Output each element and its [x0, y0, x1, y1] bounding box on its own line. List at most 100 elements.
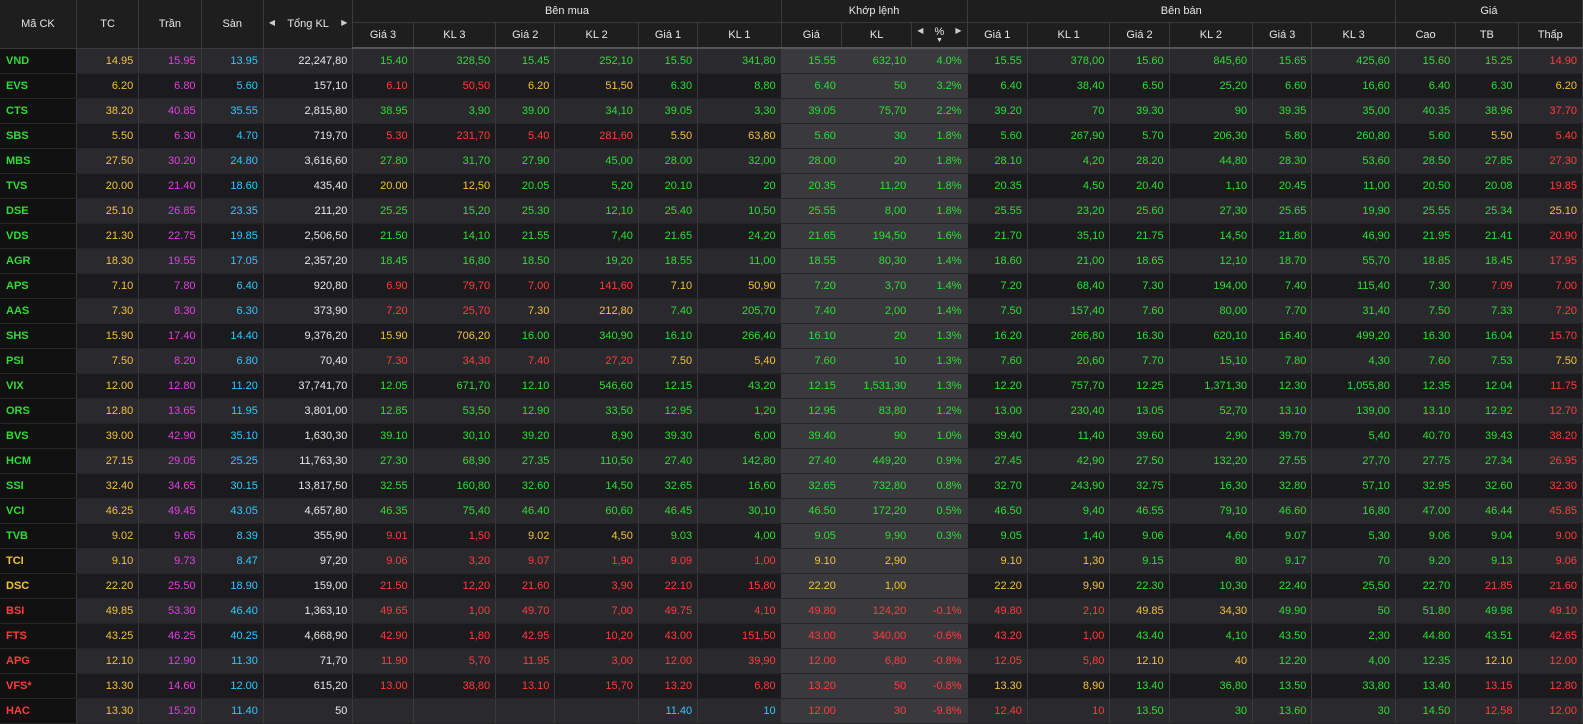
col-tran[interactable]: Trần [138, 0, 202, 49]
symbol-cell[interactable]: SSI [0, 473, 77, 499]
symbol-cell[interactable]: APG [0, 648, 77, 674]
buy-price1-cell: 12.95 [638, 398, 699, 424]
table-row[interactable]: DSC 22.20 25.50 18.90 159,00 21.50 12,20 21.60 3… [0, 573, 1583, 599]
table-row[interactable]: VIX 12.00 12.80 11.20 37,741,70 12.05 671,70 12… [0, 373, 1583, 399]
symbol-cell[interactable]: TVB [0, 523, 77, 549]
table-row[interactable]: VCI 46.25 49.45 43.05 4,657,80 46.35 75,40 46.4… [0, 498, 1583, 524]
buy-vol3-cell: 328,50 [413, 48, 497, 74]
col-tb[interactable]: TB [1455, 22, 1519, 49]
col-buy-kl1[interactable]: KL 1 [697, 22, 782, 49]
symbol-cell[interactable]: DSE [0, 198, 77, 224]
col-san[interactable]: Sàn [201, 0, 264, 49]
col-match-kl[interactable]: KL [841, 22, 913, 49]
symbol-cell[interactable]: EVS [0, 73, 77, 99]
sell-vol3-cell: 260,80 [1311, 123, 1396, 149]
caret-right-icon[interactable]: ▶ [955, 25, 962, 35]
table-row[interactable]: TCI 9.10 9.73 8.47 97,20 9.06 3,20 9.07 1,90 9.09… [0, 548, 1583, 574]
table-row[interactable]: VND 14.95 15.95 13.95 22,247,80 15.40 328,50 15… [0, 48, 1583, 74]
col-match-pct[interactable]: ◀ % ▼ ▶ [911, 22, 968, 49]
symbol-cell[interactable]: VIX [0, 373, 77, 399]
symbol-cell[interactable]: FTS [0, 623, 77, 649]
symbol-cell[interactable]: APS [0, 273, 77, 299]
table-row[interactable]: ORS 12.80 13.65 11.95 3,801,00 12.85 53,50 12.9… [0, 398, 1583, 424]
sell-vol2-cell: 36,80 [1169, 673, 1254, 699]
high-price-cell: 40.35 [1395, 98, 1457, 124]
symbol-cell[interactable]: DSC [0, 573, 77, 599]
symbol-cell[interactable]: PSI [0, 348, 77, 374]
table-row[interactable]: DSE 25.10 26.85 23.35 211,20 25.25 15,20 25.30 1… [0, 198, 1583, 224]
table-row[interactable]: HCM 27.15 29.05 25.25 11,763,30 27.30 68,90 27.… [0, 448, 1583, 474]
high-price-cell: 15.60 [1395, 48, 1457, 74]
table-row[interactable]: TVS 20.00 21.40 18.60 435,40 20.00 12,50 20.05 5… [0, 173, 1583, 199]
col-sell-gia3[interactable]: Giá 3 [1252, 22, 1313, 49]
match-vol-cell: 20 [841, 148, 913, 174]
col-buy-kl3[interactable]: KL 3 [413, 22, 497, 49]
sell-price3-cell: 5.80 [1252, 123, 1313, 149]
caret-left-icon[interactable]: ◀ [917, 25, 924, 35]
table-row[interactable]: FTS 43.25 46.25 40.25 4,668,90 42.90 1,80 42.95… [0, 623, 1583, 649]
col-sell-kl2[interactable]: KL 2 [1169, 22, 1254, 49]
buy-price2-cell: 13.10 [495, 673, 556, 699]
col-sell-kl3[interactable]: KL 3 [1311, 22, 1396, 49]
symbol-cell[interactable]: VND [0, 48, 77, 74]
table-row[interactable]: EVS 6.20 6.80 5.60 157,10 6.10 50,50 6.20 51,50 6… [0, 73, 1583, 99]
table-row[interactable]: VFS* 13.30 14.60 12.00 615,20 13.00 38,80 13.10… [0, 673, 1583, 699]
symbol-cell[interactable]: MBS [0, 148, 77, 174]
col-match-gia[interactable]: Giá [781, 22, 842, 49]
table-row[interactable]: APG 12.10 12.90 11.30 71,70 11.90 5,70 11.95 3,0… [0, 648, 1583, 674]
symbol-cell[interactable]: VFS* [0, 673, 77, 699]
table-row[interactable]: AGR 18.30 19.55 17.05 2,357,20 18.45 16,80 18.5… [0, 248, 1583, 274]
col-sell-gia1[interactable]: Giá 1 [967, 22, 1028, 49]
col-sell-kl1[interactable]: KL 1 [1027, 22, 1111, 49]
symbol-cell[interactable]: BVS [0, 423, 77, 449]
col-thap[interactable]: Thấp [1518, 22, 1583, 49]
table-row[interactable]: SSI 32.40 34.65 30.15 13,817,50 32.55 160,80 32… [0, 473, 1583, 499]
symbol-cell[interactable]: AGR [0, 248, 77, 274]
symbol-cell[interactable]: ORS [0, 398, 77, 424]
symbol-cell[interactable]: HCM [0, 448, 77, 474]
buy-price3-cell: 12.05 [352, 373, 414, 399]
symbol-cell[interactable]: BSI [0, 598, 77, 624]
table-row[interactable]: BVS 39.00 42.90 35.10 1,630,30 39.10 30,10 39.2… [0, 423, 1583, 449]
table-row[interactable]: HAC 13.30 15.20 11.40 50 11.40 10 12.00 30 -9.8% 1… [0, 698, 1583, 724]
col-tong-kl[interactable]: ◀ Tổng KL ▶ [263, 0, 354, 49]
symbol-cell[interactable]: SBS [0, 123, 77, 149]
ref-price-cell: 49.85 [76, 598, 140, 624]
col-cao[interactable]: Cao [1395, 22, 1457, 49]
sell-vol1-cell: 1,30 [1027, 548, 1111, 574]
col-buy-gia3[interactable]: Giá 3 [352, 22, 414, 49]
table-row[interactable]: CTS 38.20 40.85 35.55 2,815,80 38.95 3,90 39.00… [0, 98, 1583, 124]
sell-price2-cell: 13.40 [1109, 673, 1170, 699]
buy-price3-cell: 21.50 [352, 573, 414, 599]
table-row[interactable]: PSI 7.50 8.20 6.80 70,40 7.30 34,30 7.40 27,20 7.… [0, 348, 1583, 374]
col-tc[interactable]: TC [76, 0, 140, 49]
col-buy-gia1[interactable]: Giá 1 [638, 22, 699, 49]
table-row[interactable]: SHS 15.90 17.40 14.40 9,376,20 15.90 706,20 16.… [0, 323, 1583, 349]
col-buy-gia2[interactable]: Giá 2 [495, 22, 556, 49]
table-row[interactable]: AAS 7.30 8.30 6.30 373,90 7.20 25,70 7.30 212,80… [0, 298, 1583, 324]
col-ma-ck[interactable]: Mã CK [0, 0, 77, 49]
col-buy-kl2[interactable]: KL 2 [554, 22, 639, 49]
table-row[interactable]: BSI 49.85 53.30 46.40 1,363,10 49.65 1,00 49.70… [0, 598, 1583, 624]
symbol-cell[interactable]: HAC [0, 698, 77, 724]
caret-right-icon[interactable]: ▶ [341, 17, 348, 27]
symbol-cell[interactable]: VCI [0, 498, 77, 524]
sell-vol3-cell: 46,90 [1311, 223, 1396, 249]
table-row[interactable]: MBS 27.50 30.20 24.80 3,616,60 27.80 31,70 27.9… [0, 148, 1583, 174]
table-row[interactable]: APS 7.10 7.80 6.40 920,80 6.90 79,70 7.00 141,60… [0, 273, 1583, 299]
symbol-cell[interactable]: TVS [0, 173, 77, 199]
sort-desc-icon[interactable]: ▼ [935, 36, 943, 44]
table-row[interactable]: VDS 21.30 22.75 19.85 2,506,50 21.50 14,10 21.5… [0, 223, 1583, 249]
table-row[interactable]: SBS 5.50 6.30 4.70 719,70 5.30 231,70 5.40 281,6… [0, 123, 1583, 149]
match-price-cell: 16.10 [781, 323, 842, 349]
table-row[interactable]: TVB 9.02 9.65 8.39 355,90 9.01 1,50 9.02 4,50 9.0… [0, 523, 1583, 549]
symbol-cell[interactable]: CTS [0, 98, 77, 124]
symbol-cell[interactable]: SHS [0, 323, 77, 349]
symbol-cell[interactable]: VDS [0, 223, 77, 249]
buy-vol1-cell: 6,00 [697, 423, 782, 449]
col-sell-gia2[interactable]: Giá 2 [1109, 22, 1170, 49]
symbol-cell[interactable]: TCI [0, 548, 77, 574]
buy-price1-cell: 16.10 [638, 323, 699, 349]
caret-left-icon[interactable]: ◀ [268, 17, 276, 27]
symbol-cell[interactable]: AAS [0, 298, 77, 324]
